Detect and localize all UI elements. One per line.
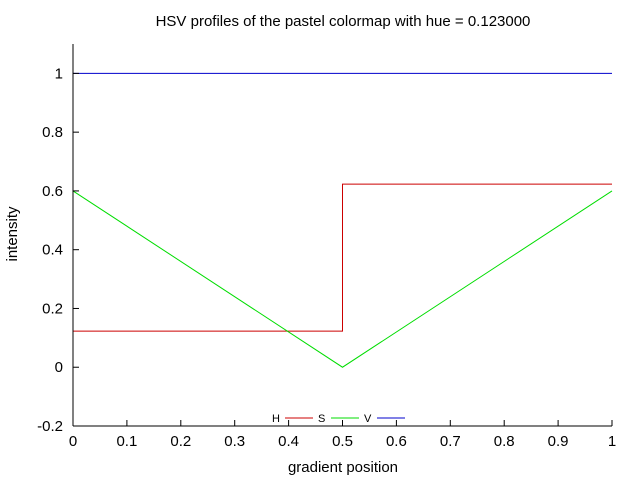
x-tick-label: 0.1	[116, 433, 137, 450]
x-tick-label: 0.7	[440, 433, 461, 450]
series-line-h	[73, 183, 612, 332]
plot-lines	[72, 72, 613, 368]
y-tick-label: 0.6	[42, 183, 63, 200]
x-tick-label: 0.5	[332, 433, 353, 450]
ticks: 0 0.1 0.2 0.3 0.4 0.5 0.6 0.7 0.8 0.9 1 -0.2 0 0.2 0.4…	[37, 65, 616, 450]
legend-label-v: V	[364, 413, 372, 425]
y-axis-label: intensity	[4, 206, 21, 262]
y-tick-label: 0.4	[42, 242, 63, 259]
x-tick-label: 0.6	[386, 433, 407, 450]
chart-title: HSV profiles of the pastel colormap with…	[156, 13, 531, 30]
x-tick-label: 0.9	[548, 433, 569, 450]
x-tick-label: 0.3	[224, 433, 245, 450]
x-tick-label: 0.2	[170, 433, 191, 450]
y-tick-label: 0	[55, 359, 63, 376]
x-tick-label: 0	[69, 433, 77, 450]
series-line-s	[72, 190, 613, 368]
y-tick-label: -0.2	[37, 418, 63, 435]
x-tick-label: 0.4	[278, 433, 299, 450]
x-tick-label: 1	[608, 433, 616, 450]
y-tick-label: 1	[55, 65, 63, 82]
legend-label-s: S	[318, 413, 325, 425]
x-axis-label: gradient position	[288, 459, 398, 476]
legend-label-h: H	[272, 413, 280, 425]
y-tick-label: 0.2	[42, 300, 63, 317]
y-tick-label: 0.8	[42, 124, 63, 141]
x-tick-label: 0.8	[494, 433, 515, 450]
